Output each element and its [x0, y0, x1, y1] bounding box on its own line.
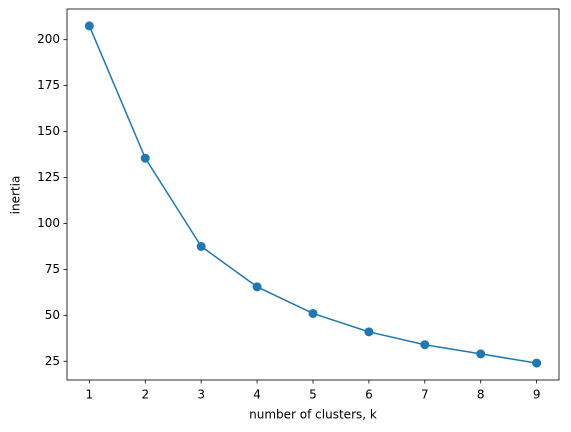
marker [252, 282, 262, 292]
y-tick-label: 175 [37, 78, 60, 92]
x-tick-label: 4 [253, 388, 261, 402]
marker [140, 153, 150, 163]
plot-frame [66, 8, 560, 381]
y-tick-label: 75 [45, 262, 60, 276]
y-tick-label: 125 [37, 170, 60, 184]
x-tick-label: 7 [421, 388, 429, 402]
marker [476, 349, 486, 359]
x-tick-label: 6 [365, 388, 373, 402]
x-tick-label: 1 [86, 388, 94, 402]
y-axis-label: inertia [9, 176, 23, 215]
marker [364, 327, 374, 337]
y-tick-label: 150 [37, 124, 60, 138]
y-tick-label: 25 [45, 354, 60, 368]
x-tick-label: 8 [477, 388, 485, 402]
x-tick-label: 2 [141, 388, 149, 402]
y-tick-label: 50 [45, 308, 60, 322]
y-tick-label: 200 [37, 32, 60, 46]
marker [308, 308, 318, 318]
x-tick-label: 5 [309, 388, 317, 402]
marker [84, 21, 94, 31]
marker [196, 241, 206, 251]
marker [420, 340, 430, 350]
y-tick-label: 100 [37, 216, 60, 230]
x-tick-label: 3 [197, 388, 205, 402]
x-axis-label: number of clusters, k [249, 408, 377, 422]
x-tick-label: 9 [533, 388, 541, 402]
marker [532, 358, 542, 368]
